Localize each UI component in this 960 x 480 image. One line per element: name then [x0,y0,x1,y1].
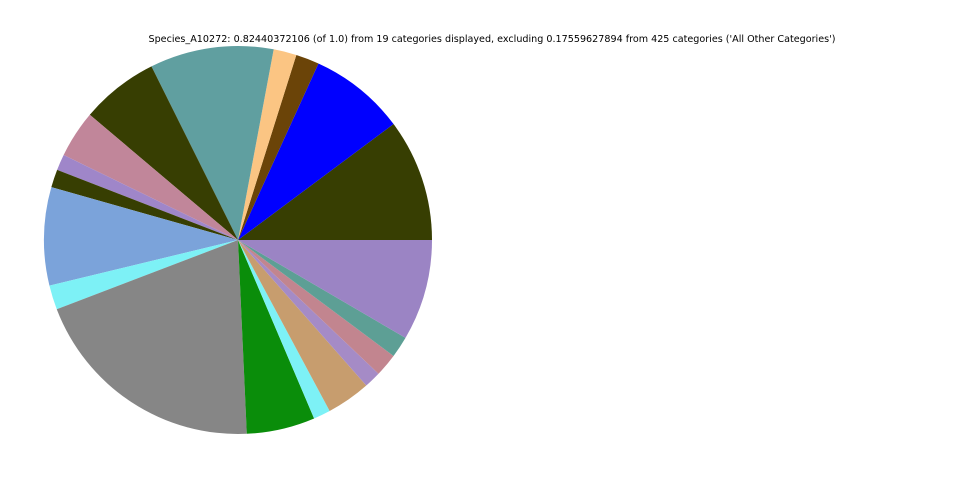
pie-slice-19 [238,240,432,338]
pie-slice-5 [151,45,274,240]
pie-slice-2 [238,63,394,240]
pie-slice-14 [238,240,330,419]
pie-slice-8 [57,154,238,240]
pie-slice-7 [63,114,238,240]
pie-slice-18 [238,240,406,356]
pie-slice-10 [44,187,238,286]
pie-slice-13 [238,240,315,434]
chart-title: Species_A10272: 0.82440372106 (of 1.0) f… [148,34,836,45]
pie-slice-12 [56,240,247,434]
pie-slice-4 [238,49,297,241]
pie-slice-1 [238,124,432,240]
pie-slice-17 [238,240,394,374]
pie-slice-3 [238,54,319,241]
pie-slice-11 [49,240,238,310]
pie-slice-9 [51,169,238,240]
pie-slice-6 [89,66,238,240]
pie-slice-16 [238,240,379,386]
pie-slice-15 [238,240,367,411]
pie-slices [44,45,432,434]
